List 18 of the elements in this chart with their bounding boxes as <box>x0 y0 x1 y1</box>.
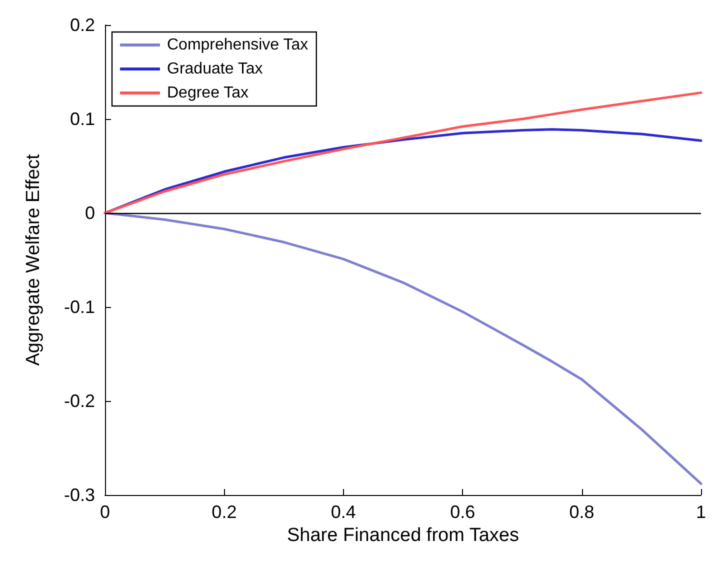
y-axis-title: Aggregate Welfare Effect <box>23 153 44 366</box>
y-tick-label: -0.3 <box>64 485 95 505</box>
legend-label: Graduate Tax <box>167 60 263 78</box>
legend-label: Degree Tax <box>167 84 249 102</box>
x-tick-label: 0.2 <box>212 502 237 522</box>
y-tick-label: -0.1 <box>64 297 95 317</box>
y-tick-label: 0.2 <box>70 15 95 35</box>
legend-label: Comprehensive Tax <box>167 36 308 54</box>
x-tick-label: 1 <box>696 502 706 522</box>
y-tick-label: 0.1 <box>70 109 95 129</box>
y-tick-label: -0.2 <box>64 391 95 411</box>
x-axis-title: Share Financed from Taxes <box>286 524 519 546</box>
line-series <box>104 212 702 485</box>
x-tick-label: 0.8 <box>569 502 594 522</box>
x-tick-label: 0.4 <box>330 502 356 522</box>
x-tick-label: 0.6 <box>450 502 476 522</box>
y-tick-label: 0 <box>84 203 95 223</box>
x-tick-label: 0 <box>100 502 110 522</box>
